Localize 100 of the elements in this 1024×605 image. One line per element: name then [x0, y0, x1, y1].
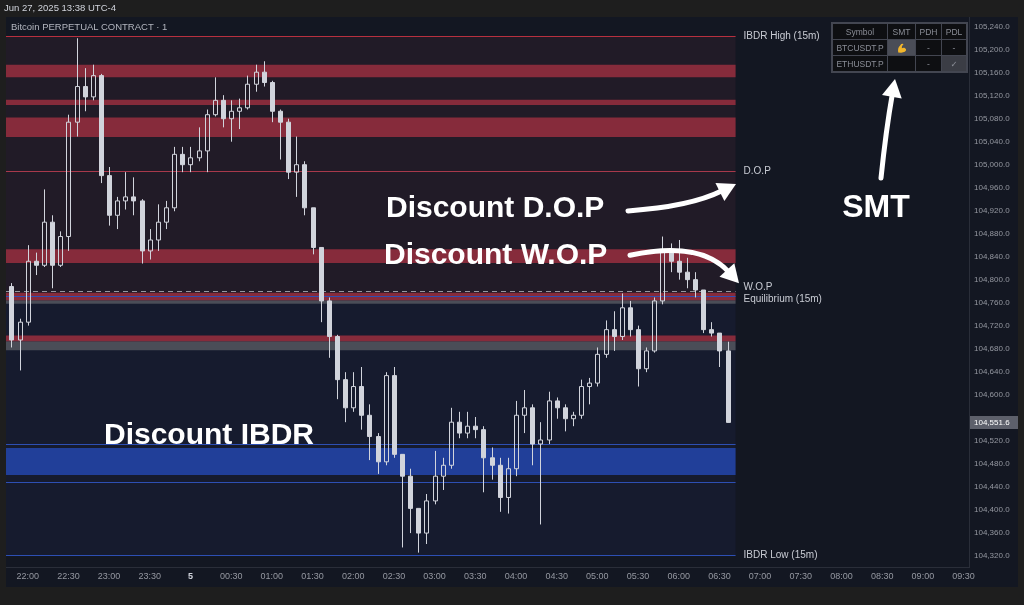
- annotation: -: [927, 42, 930, 53]
- candlestick: [636, 325, 641, 388]
- candlestick: [294, 136, 299, 198]
- text: Jun 27, 2025 13:38 UTC-4: [4, 1, 116, 13]
- candlestick: [400, 453, 405, 548]
- annotation: BTCUSDT.P: [836, 42, 884, 53]
- candlestick: [424, 493, 429, 545]
- y-tick-label: 104,360.0: [974, 527, 1011, 537]
- annotation: Discount D.O.P: [386, 190, 605, 224]
- y-tick-label: 105,120.0: [974, 90, 1011, 100]
- candlestick: [26, 244, 31, 327]
- candlestick: [42, 188, 47, 268]
- candlestick: [660, 236, 665, 305]
- x-tick-label: 00:30: [219, 570, 243, 581]
- x-tick-label: 09:30: [952, 570, 975, 581]
- candlestick: [514, 400, 519, 477]
- candlestick: [587, 377, 592, 405]
- candlestick: [188, 146, 193, 173]
- candlestick: [319, 246, 324, 323]
- band-label: Discount IBDR: [104, 416, 315, 450]
- candlestick: [408, 468, 413, 534]
- candlestick: [376, 432, 381, 475]
- candlestick: [180, 146, 185, 173]
- y-tick-label: 105,080.0: [974, 113, 1011, 123]
- candlestick: [693, 271, 698, 298]
- text: 104,551.6: [974, 418, 1011, 428]
- annotation: -: [927, 58, 930, 69]
- candlestick: [229, 99, 234, 143]
- y-tick-label: 104,520.0: [974, 435, 1011, 445]
- x-tick-label: 05:00: [586, 570, 609, 581]
- candlestick: [221, 94, 226, 128]
- candlestick: [449, 407, 454, 470]
- candlestick: [644, 346, 649, 373]
- candlestick: [254, 64, 259, 93]
- candlestick: [99, 73, 104, 184]
- candlestick: [270, 80, 275, 123]
- annotation: -: [952, 42, 956, 53]
- candlestick: [701, 289, 706, 334]
- annotation: SMT: [892, 26, 911, 37]
- candlestick: [547, 391, 552, 445]
- candlestick: [506, 457, 511, 515]
- candlestick: [164, 200, 169, 230]
- y-tick-label: 104,720.0: [974, 320, 1011, 330]
- candlestick: [140, 198, 145, 265]
- candlestick: [538, 421, 543, 525]
- candlestick: [416, 507, 421, 554]
- candlestick: [612, 310, 617, 352]
- candlestick: [530, 403, 535, 466]
- x-tick-label: 23:00: [97, 570, 121, 581]
- candlestick: [563, 403, 568, 432]
- y-tick-label: 105,200.0: [974, 44, 1011, 54]
- candlestick: [18, 318, 23, 371]
- candlestick: [34, 252, 39, 276]
- candlestick: [384, 371, 389, 466]
- candlestick: [278, 109, 283, 161]
- candlestick: [433, 450, 438, 505]
- x-tick-label: 06:30: [708, 570, 731, 581]
- candlestick: [197, 126, 202, 162]
- candlestick: [213, 76, 218, 117]
- x-tick-label: 06:00: [667, 570, 691, 581]
- x-tick-label: 05:30: [626, 570, 650, 581]
- x-tick-label: 08:30: [870, 570, 894, 581]
- annotation: SMT: [842, 187, 911, 224]
- candlestick: [359, 366, 364, 431]
- x-tick-label: 5: [187, 570, 193, 581]
- candlestick: [620, 292, 625, 341]
- x-tick-label: 07:00: [748, 570, 772, 581]
- x-tick-label: 01:00: [260, 570, 284, 581]
- x-tick-label: 23:30: [138, 570, 162, 581]
- candlestick: [709, 321, 714, 338]
- x-tick-label: 07:30: [789, 570, 813, 581]
- x-tick-label: 04:30: [545, 570, 568, 581]
- ref-line-label: D.O.P: [743, 164, 772, 176]
- ref-line-label: Equilibrium (15m): [743, 292, 822, 304]
- chart-title: Bitcoin PERPETUAL CONTRACT · 1: [11, 20, 168, 32]
- ref-line-label: W.O.P: [743, 280, 773, 292]
- candlestick: [131, 176, 136, 216]
- x-tick-label: 22:30: [57, 570, 80, 581]
- x-tick-label: 08:00: [830, 570, 853, 581]
- candlestick: [262, 60, 267, 88]
- candlestick: [286, 118, 291, 180]
- y-tick-label: 104,880.0: [974, 228, 1011, 238]
- candlestick: [555, 396, 560, 420]
- y-tick-label: 104,680.0: [974, 343, 1011, 353]
- candlestick: [172, 146, 177, 212]
- candlestick: [677, 239, 682, 281]
- x-tick-label: 04:00: [504, 570, 528, 581]
- candlestick: [604, 319, 609, 359]
- annotation: Symbol: [845, 26, 875, 37]
- candlestick: [579, 379, 584, 420]
- candlestick: [237, 98, 242, 130]
- candlestick: [473, 416, 478, 439]
- x-tick-label: 03:00: [423, 570, 446, 581]
- candlestick: [245, 75, 250, 111]
- y-tick-label: 105,160.0: [974, 67, 1011, 77]
- ref-line-label: IBDR Low (15m): [743, 548, 818, 560]
- candlestick: [392, 366, 397, 459]
- y-tick-label: 104,440.0: [974, 481, 1011, 491]
- candlestick: [58, 230, 63, 268]
- y-tick-label: 105,040.0: [974, 136, 1011, 146]
